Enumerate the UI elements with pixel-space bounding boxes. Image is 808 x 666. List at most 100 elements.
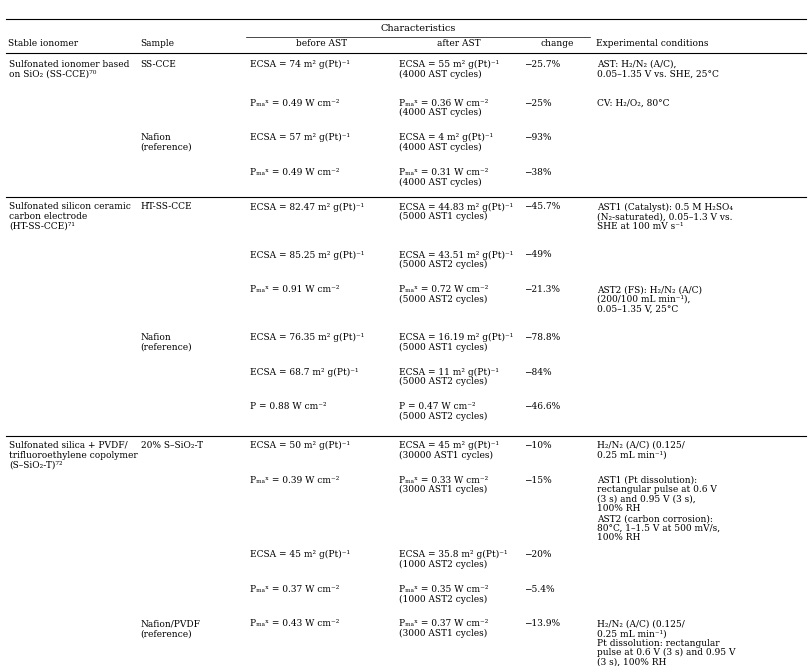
Text: (reference): (reference) bbox=[141, 343, 192, 352]
Text: Pₘₐˣ = 0.35 W cm⁻²: Pₘₐˣ = 0.35 W cm⁻² bbox=[399, 585, 489, 594]
Text: CV: H₂/O₂, 80°C: CV: H₂/O₂, 80°C bbox=[597, 99, 670, 108]
Text: Sample: Sample bbox=[140, 39, 174, 48]
Text: 100% RH: 100% RH bbox=[597, 505, 641, 513]
Text: (4000 AST cycles): (4000 AST cycles) bbox=[399, 69, 482, 79]
Text: Pₘₐˣ = 0.49 W cm⁻²: Pₘₐˣ = 0.49 W cm⁻² bbox=[250, 168, 339, 177]
Text: Pₘₐˣ = 0.37 W cm⁻²: Pₘₐˣ = 0.37 W cm⁻² bbox=[250, 585, 339, 594]
Text: (4000 AST cycles): (4000 AST cycles) bbox=[399, 178, 482, 186]
Text: H₂/N₂ (A/C) (0.125/: H₂/N₂ (A/C) (0.125/ bbox=[597, 441, 685, 450]
Text: ECSA = 45 m² g(Pt)⁻¹: ECSA = 45 m² g(Pt)⁻¹ bbox=[399, 441, 499, 450]
Text: (5000 AST1 cycles): (5000 AST1 cycles) bbox=[399, 343, 488, 352]
Text: 0.25 mL min⁻¹): 0.25 mL min⁻¹) bbox=[597, 451, 667, 460]
Text: Pₘₐˣ = 0.37 W cm⁻²: Pₘₐˣ = 0.37 W cm⁻² bbox=[399, 619, 489, 629]
Text: ECSA = 74 m² g(Pt)⁻¹: ECSA = 74 m² g(Pt)⁻¹ bbox=[250, 60, 350, 69]
Text: before AST: before AST bbox=[296, 39, 347, 48]
Text: (4000 AST cycles): (4000 AST cycles) bbox=[399, 109, 482, 117]
Text: (3 s), 100% RH: (3 s), 100% RH bbox=[597, 658, 667, 666]
Text: Nafion/PVDF: Nafion/PVDF bbox=[141, 619, 200, 629]
Text: (N₂-saturated), 0.05–1.3 V vs.: (N₂-saturated), 0.05–1.3 V vs. bbox=[597, 212, 733, 221]
Text: 100% RH: 100% RH bbox=[597, 533, 641, 543]
Text: 80°C, 1–1.5 V at 500 mV/s,: 80°C, 1–1.5 V at 500 mV/s, bbox=[597, 524, 720, 533]
Text: −84%: −84% bbox=[524, 368, 552, 377]
Text: (200/100 mL min⁻¹),: (200/100 mL min⁻¹), bbox=[597, 295, 691, 304]
Text: ECSA = 68.7 m² g(Pt)⁻¹: ECSA = 68.7 m² g(Pt)⁻¹ bbox=[250, 368, 358, 377]
Text: 20% S–SiO₂-T: 20% S–SiO₂-T bbox=[141, 441, 203, 450]
Text: −25%: −25% bbox=[524, 99, 552, 108]
Text: (5000 AST2 cycles): (5000 AST2 cycles) bbox=[399, 412, 487, 421]
Text: AST2 (carbon corrosion):: AST2 (carbon corrosion): bbox=[597, 514, 713, 523]
Text: (5000 AST1 cycles): (5000 AST1 cycles) bbox=[399, 212, 488, 221]
Text: −45.7%: −45.7% bbox=[524, 202, 561, 212]
Text: (3000 AST1 cycles): (3000 AST1 cycles) bbox=[399, 486, 487, 494]
Text: −20%: −20% bbox=[524, 550, 552, 559]
Text: on SiO₂ (SS-CCE)⁷⁰: on SiO₂ (SS-CCE)⁷⁰ bbox=[9, 69, 96, 79]
Text: (30000 AST1 cycles): (30000 AST1 cycles) bbox=[399, 451, 493, 460]
Text: (3000 AST1 cycles): (3000 AST1 cycles) bbox=[399, 629, 487, 638]
Text: change: change bbox=[541, 39, 574, 48]
Text: ECSA = 43.51 m² g(Pt)⁻¹: ECSA = 43.51 m² g(Pt)⁻¹ bbox=[399, 250, 513, 260]
Text: 0.05–1.35 V, 25°C: 0.05–1.35 V, 25°C bbox=[597, 304, 679, 314]
Text: Pₘₐˣ = 0.31 W cm⁻²: Pₘₐˣ = 0.31 W cm⁻² bbox=[399, 168, 489, 177]
Text: ECSA = 50 m² g(Pt)⁻¹: ECSA = 50 m² g(Pt)⁻¹ bbox=[250, 441, 350, 450]
Text: (reference): (reference) bbox=[141, 143, 192, 152]
Text: AST2 (FS): H₂/N₂ (A/C): AST2 (FS): H₂/N₂ (A/C) bbox=[597, 285, 702, 294]
Text: (4000 AST cycles): (4000 AST cycles) bbox=[399, 143, 482, 152]
Text: ECSA = 4 m² g(Pt)⁻¹: ECSA = 4 m² g(Pt)⁻¹ bbox=[399, 133, 493, 143]
Text: ECSA = 16.19 m² g(Pt)⁻¹: ECSA = 16.19 m² g(Pt)⁻¹ bbox=[399, 333, 513, 342]
Text: Pₘₐˣ = 0.33 W cm⁻²: Pₘₐˣ = 0.33 W cm⁻² bbox=[399, 476, 488, 485]
Text: −15%: −15% bbox=[524, 476, 552, 485]
Text: (HT-SS-CCE)⁷¹: (HT-SS-CCE)⁷¹ bbox=[9, 222, 75, 231]
Text: after AST: after AST bbox=[437, 39, 480, 48]
Text: rectangular pulse at 0.6 V: rectangular pulse at 0.6 V bbox=[597, 486, 717, 494]
Text: −21.3%: −21.3% bbox=[524, 285, 561, 294]
Text: Sulfonated silicon ceramic: Sulfonated silicon ceramic bbox=[9, 202, 131, 212]
Text: ECSA = 57 m² g(Pt)⁻¹: ECSA = 57 m² g(Pt)⁻¹ bbox=[250, 133, 350, 143]
Text: ECSA = 11 m² g(Pt)⁻¹: ECSA = 11 m² g(Pt)⁻¹ bbox=[399, 368, 499, 377]
Text: −5.4%: −5.4% bbox=[524, 585, 555, 594]
Text: SHE at 100 mV s⁻¹: SHE at 100 mV s⁻¹ bbox=[597, 222, 684, 231]
Text: Sulfonated ionomer based: Sulfonated ionomer based bbox=[9, 60, 129, 69]
Text: (5000 AST2 cycles): (5000 AST2 cycles) bbox=[399, 295, 487, 304]
Text: HT-SS-CCE: HT-SS-CCE bbox=[141, 202, 192, 212]
Text: ECSA = 85.25 m² g(Pt)⁻¹: ECSA = 85.25 m² g(Pt)⁻¹ bbox=[250, 250, 364, 260]
Text: Pₘₐˣ = 0.39 W cm⁻²: Pₘₐˣ = 0.39 W cm⁻² bbox=[250, 476, 339, 485]
Text: −10%: −10% bbox=[524, 441, 552, 450]
Text: Experimental conditions: Experimental conditions bbox=[596, 39, 709, 48]
Text: ECSA = 35.8 m² g(Pt)⁻¹: ECSA = 35.8 m² g(Pt)⁻¹ bbox=[399, 550, 507, 559]
Text: −38%: −38% bbox=[524, 168, 552, 177]
Text: H₂/N₂ (A/C) (0.125/: H₂/N₂ (A/C) (0.125/ bbox=[597, 619, 685, 629]
Text: ECSA = 44.83 m² g(Pt)⁻¹: ECSA = 44.83 m² g(Pt)⁻¹ bbox=[399, 202, 513, 212]
Text: P = 0.88 W cm⁻²: P = 0.88 W cm⁻² bbox=[250, 402, 326, 412]
Text: 0.25 mL min⁻¹): 0.25 mL min⁻¹) bbox=[597, 629, 667, 638]
Text: ECSA = 55 m² g(Pt)⁻¹: ECSA = 55 m² g(Pt)⁻¹ bbox=[399, 60, 499, 69]
Text: ECSA = 45 m² g(Pt)⁻¹: ECSA = 45 m² g(Pt)⁻¹ bbox=[250, 550, 350, 559]
Text: 0.05–1.35 V vs. SHE, 25°C: 0.05–1.35 V vs. SHE, 25°C bbox=[597, 69, 719, 79]
Text: Pₘₐˣ = 0.43 W cm⁻²: Pₘₐˣ = 0.43 W cm⁻² bbox=[250, 619, 339, 629]
Text: AST1 (Catalyst): 0.5 M H₂SO₄: AST1 (Catalyst): 0.5 M H₂SO₄ bbox=[597, 202, 733, 212]
Text: (5000 AST2 cycles): (5000 AST2 cycles) bbox=[399, 378, 487, 386]
Text: Nafion: Nafion bbox=[141, 133, 171, 143]
Text: carbon electrode: carbon electrode bbox=[9, 212, 87, 221]
Text: Stable ionomer: Stable ionomer bbox=[8, 39, 78, 48]
Text: (1000 AST2 cycles): (1000 AST2 cycles) bbox=[399, 559, 487, 569]
Text: −78.8%: −78.8% bbox=[524, 333, 561, 342]
Text: SS-CCE: SS-CCE bbox=[141, 60, 176, 69]
Text: AST: H₂/N₂ (A/C),: AST: H₂/N₂ (A/C), bbox=[597, 60, 676, 69]
Text: (5000 AST2 cycles): (5000 AST2 cycles) bbox=[399, 260, 487, 269]
Text: −46.6%: −46.6% bbox=[524, 402, 561, 412]
Text: (1000 AST2 cycles): (1000 AST2 cycles) bbox=[399, 595, 487, 603]
Text: Nafion: Nafion bbox=[141, 333, 171, 342]
Text: ECSA = 76.35 m² g(Pt)⁻¹: ECSA = 76.35 m² g(Pt)⁻¹ bbox=[250, 333, 364, 342]
Text: (3 s) and 0.95 V (3 s),: (3 s) and 0.95 V (3 s), bbox=[597, 495, 696, 504]
Text: pulse at 0.6 V (3 s) and 0.95 V: pulse at 0.6 V (3 s) and 0.95 V bbox=[597, 649, 735, 657]
Text: Pₘₐˣ = 0.49 W cm⁻²: Pₘₐˣ = 0.49 W cm⁻² bbox=[250, 99, 339, 108]
Text: Sulfonated silica + PVDF/: Sulfonated silica + PVDF/ bbox=[9, 441, 128, 450]
Text: −25.7%: −25.7% bbox=[524, 60, 561, 69]
Text: (reference): (reference) bbox=[141, 629, 192, 638]
Text: Pₘₐˣ = 0.72 W cm⁻²: Pₘₐˣ = 0.72 W cm⁻² bbox=[399, 285, 489, 294]
Text: −13.9%: −13.9% bbox=[524, 619, 561, 629]
Text: −93%: −93% bbox=[524, 133, 552, 143]
Text: P = 0.47 W cm⁻²: P = 0.47 W cm⁻² bbox=[399, 402, 476, 412]
Text: ECSA = 82.47 m² g(Pt)⁻¹: ECSA = 82.47 m² g(Pt)⁻¹ bbox=[250, 202, 364, 212]
Text: AST1 (Pt dissolution):: AST1 (Pt dissolution): bbox=[597, 476, 697, 485]
